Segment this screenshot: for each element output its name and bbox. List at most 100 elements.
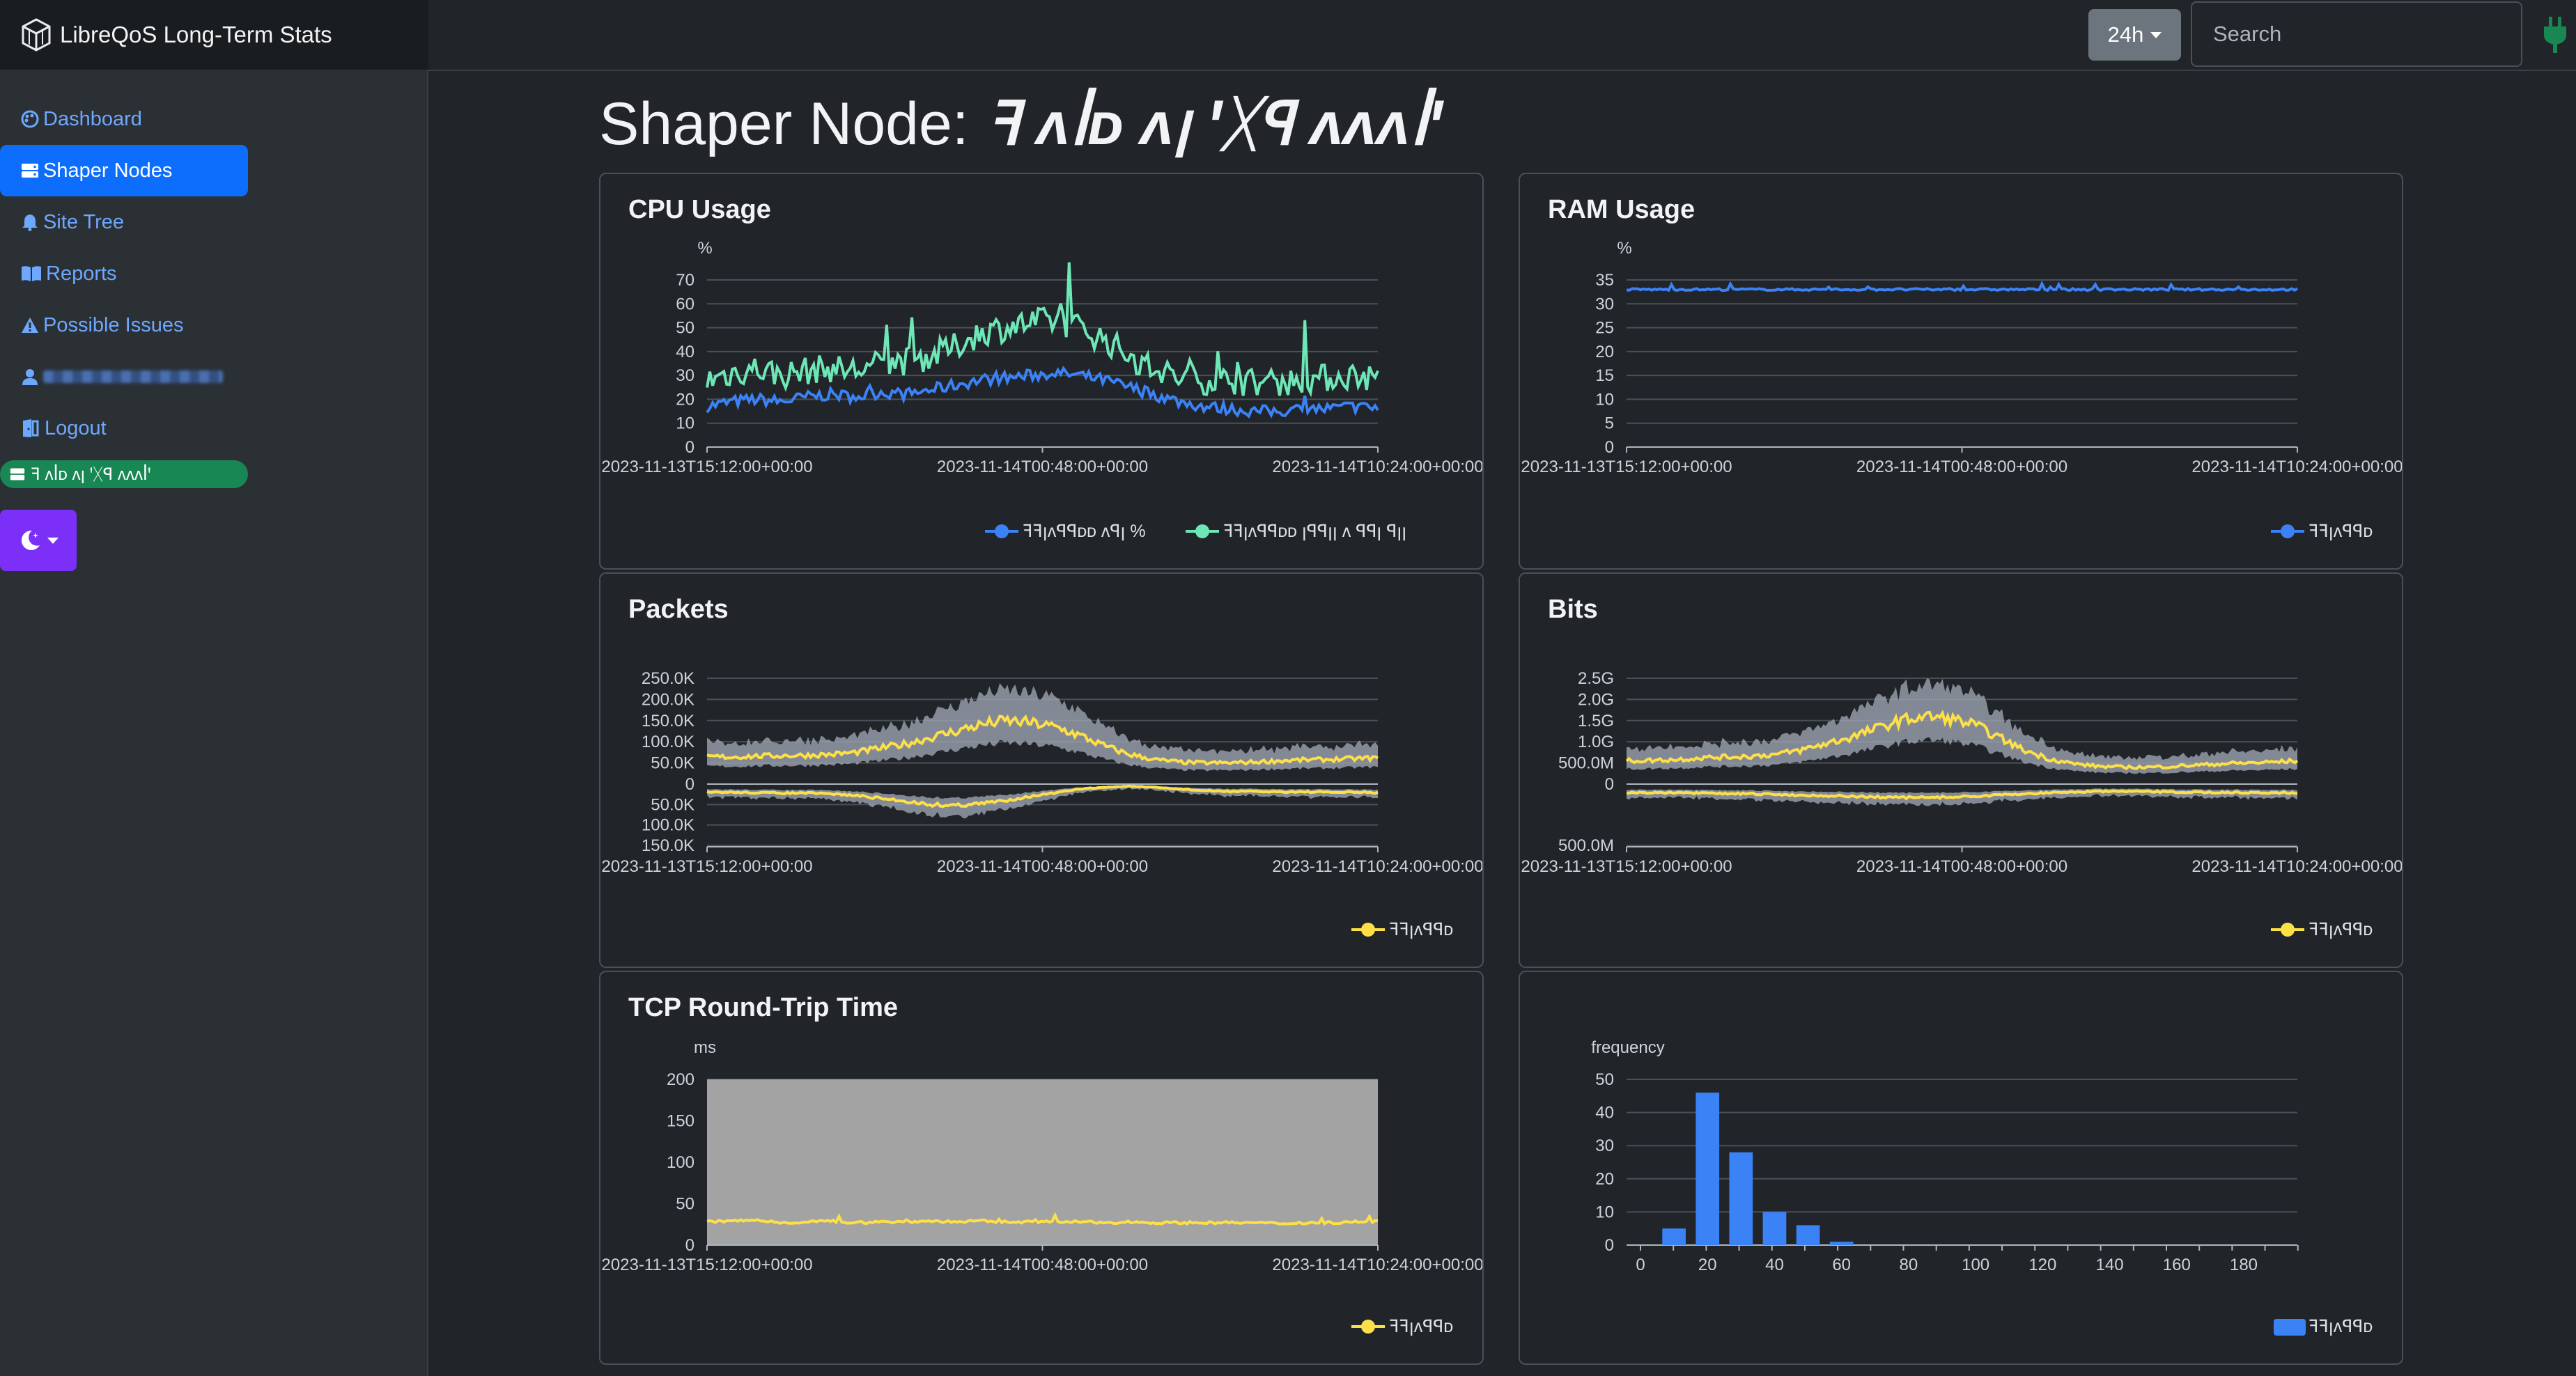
cube-logo-icon [22, 18, 51, 52]
bits-card: Bits 0 500.0M 1.0G 1.5G 2.0G 2.5G 500.0M 2023-1… [1519, 572, 2403, 968]
cpu-usage-card: CPU Usage % 0 10 20 30 40 50 60 70 2023-11-13T15:… [599, 173, 1484, 570]
series-line [1626, 789, 2298, 801]
series-range-band [707, 785, 1378, 819]
series-line [706, 714, 1379, 767]
y-tick-label: 50 [676, 1195, 695, 1214]
y-tick-label: 40 [1595, 1104, 1614, 1123]
page-title-node-name: ꟻ ᴧꟾᴅ ᴧꞁ ꞌᚷꟼ ᴧᴧᴧꟾꞌ [985, 91, 1442, 157]
y-tick-label: 20 [676, 390, 695, 409]
bell-icon [22, 214, 38, 231]
x-tick-label: 40 [1765, 1256, 1784, 1274]
y-tick-label: 5 [1605, 414, 1614, 433]
time-range-label: 24h [2107, 22, 2144, 47]
y-tick-label: 20 [1595, 343, 1614, 361]
x-tick-label: 2023-11-13T15:12:00+00:00 [601, 857, 812, 876]
y-axis-unit: % [1617, 239, 1631, 258]
x-tick-label: 2023-11-14T10:24:00+00:00 [2191, 857, 2403, 876]
y-axis-unit: ms [694, 1038, 716, 1057]
histogram-bar [1662, 1228, 1686, 1245]
series-line [706, 1212, 1379, 1226]
legend-label: ꟻꟻꞁᴧꟼꟼᴅ [2309, 522, 2373, 541]
series-line [1626, 280, 2298, 292]
current-node-badge[interactable]: ꟻ ᴧꟾᴅ ᴧꞁ ꞌᚷꟼ ᴧᴧᴧꟾꞌ [0, 460, 248, 488]
sidebar-item-label: Dashboard [43, 107, 142, 130]
sidebar-item-label: Logout [45, 416, 107, 439]
tcp-rtt-chart[interactable]: ms 0 50 100 150 200 2023-11-13T15:12:00+00:00 2… [600, 972, 1484, 1365]
sidebar-item-reports[interactable]: Reports [0, 248, 248, 299]
sidebar-item-site-tree[interactable]: Site Tree [0, 196, 248, 248]
x-tick-label: 100 [1962, 1256, 1989, 1274]
y-tick-label: 35 [1595, 271, 1614, 290]
sidebar-item-label: Reports [46, 262, 117, 285]
card-title: Bits [1548, 595, 1598, 624]
legend-swatch-dot [2281, 524, 2295, 538]
x-tick-label: 2023-11-13T15:12:00+00:00 [1521, 857, 1732, 876]
y-tick-label: 100 [667, 1153, 695, 1172]
y-tick-label: 200 [667, 1070, 695, 1089]
legend-swatch-dot [2281, 923, 2295, 937]
x-tick-label: 60 [1832, 1256, 1851, 1274]
card-title: CPU Usage [628, 195, 771, 224]
page-title-prefix: Shaper Node: [599, 91, 969, 157]
x-tick-label: 2023-11-13T15:12:00+00:00 [601, 458, 812, 476]
bits-chart[interactable]: 0 500.0M 1.0G 1.5G 2.0G 2.5G 500.0M 2023-11-13T… [1520, 574, 2403, 968]
y-tick-label: 30 [676, 366, 695, 385]
series-line [706, 262, 1379, 398]
y-tick-label: 50 [676, 319, 695, 338]
y-tick-label: 10 [1595, 390, 1614, 409]
histogram-bar [1829, 1242, 1854, 1245]
y-tick-label: 500.0M [1558, 754, 1614, 773]
sidebar-item-user[interactable] [0, 351, 248, 402]
x-tick-label: 160 [2163, 1256, 2191, 1274]
brand[interactable]: LibreQoS Long-Term Stats [0, 0, 428, 70]
username-redacted [43, 370, 223, 383]
legend-label: ꟻꟻꞁᴧꟼꟼᴅ [2309, 920, 2373, 939]
legend-swatch-dot [995, 524, 1009, 538]
sidebar: Dashboard Shaper Nodes Site Tree Reports… [0, 70, 428, 1376]
y-tick-label: 0 [685, 1236, 695, 1255]
histogram-bar [1762, 1212, 1787, 1245]
plug-icon[interactable] [2541, 15, 2569, 54]
book-icon [22, 266, 41, 281]
ram-usage-card: RAM Usage % 0 5 10 15 20 25 30 35 2023-11-13T15:1… [1519, 173, 2403, 570]
theme-toggle-button[interactable] [0, 510, 77, 571]
rtt-histogram-chart[interactable]: frequency 0 10 20 30 40 50 0 20 40 60 80 100 120 140 16… [1520, 972, 2403, 1365]
palette-icon [21, 110, 39, 128]
y-axis-unit: frequency [1591, 1038, 1664, 1057]
time-range-dropdown[interactable]: 24h [2088, 9, 2181, 61]
y-tick-label: 15 [1595, 366, 1614, 385]
histogram-bar [1796, 1225, 1820, 1245]
y-tick-label: 100.0K [642, 733, 695, 751]
search-input[interactable] [2191, 1, 2522, 67]
x-tick-label: 2023-11-14T10:24:00+00:00 [1272, 1256, 1483, 1274]
ram-usage-chart[interactable]: % 0 5 10 15 20 25 30 35 2023-11-13T15:12:00+00:00… [1520, 174, 2403, 570]
legend-label: ꟻꟻꞁᴧꟼꟼᴅ [1389, 920, 1453, 939]
card-title: RAM Usage [1548, 195, 1696, 224]
legend-swatch-dot [1195, 524, 1209, 538]
page-title: Shaper Node: ꟻ ᴧꟾᴅ ᴧꞁ ꞌᚷꟼ ᴧᴧᴧꟾꞌ [599, 89, 1442, 159]
top-navbar: LibreQoS Long-Term Stats 24h [0, 0, 2576, 71]
sidebar-item-possible-issues[interactable]: Possible Issues [0, 299, 248, 351]
sidebar-item-label: Possible Issues [43, 313, 184, 336]
y-axis-unit: % [697, 239, 712, 258]
legend-label: ꟻꟻꞁᴧꟼꟼᴅ [1389, 1317, 1453, 1336]
y-tick-label: 100.0K [642, 816, 695, 835]
x-tick-label: 2023-11-14T00:48:00+00:00 [1856, 857, 2067, 876]
cpu-usage-chart[interactable]: % 0 10 20 30 40 50 60 70 2023-11-13T15:12:00+00:0… [600, 174, 1484, 570]
y-tick-label: 30 [1595, 1136, 1614, 1155]
packets-chart[interactable]: 050.0K100.0K150.0K200.0K250.0K50.0K100.0… [600, 574, 1484, 968]
rtt-histogram-card: frequency 0 10 20 30 40 50 0 20 40 60 80 100 120 140 16… [1519, 971, 2403, 1365]
sidebar-item-logout[interactable]: Logout [0, 402, 248, 454]
sidebar-item-shaper-nodes[interactable]: Shaper Nodes [0, 145, 248, 196]
histogram-bar [1696, 1093, 1720, 1245]
x-tick-label: 2023-11-14T00:48:00+00:00 [937, 458, 1148, 476]
x-tick-label: 180 [2230, 1256, 2258, 1274]
sidebar-item-label: Shaper Nodes [43, 159, 173, 182]
sidebar-item-dashboard[interactable]: Dashboard [0, 93, 248, 145]
y-tick-label: 150.0K [642, 712, 695, 730]
y-tick-label: 40 [676, 343, 695, 361]
packets-card: Packets 0 50.0K 100.0K 150.0K 200.0K 250.0K 50… [599, 572, 1484, 968]
tcp-rtt-card: TCP Round-Trip Time ms 0 50 100 150 200 2023-1… [599, 971, 1484, 1365]
x-tick-label: 2023-11-14T10:24:00+00:00 [2191, 458, 2403, 476]
app-title: LibreQoS Long-Term Stats [60, 22, 332, 47]
